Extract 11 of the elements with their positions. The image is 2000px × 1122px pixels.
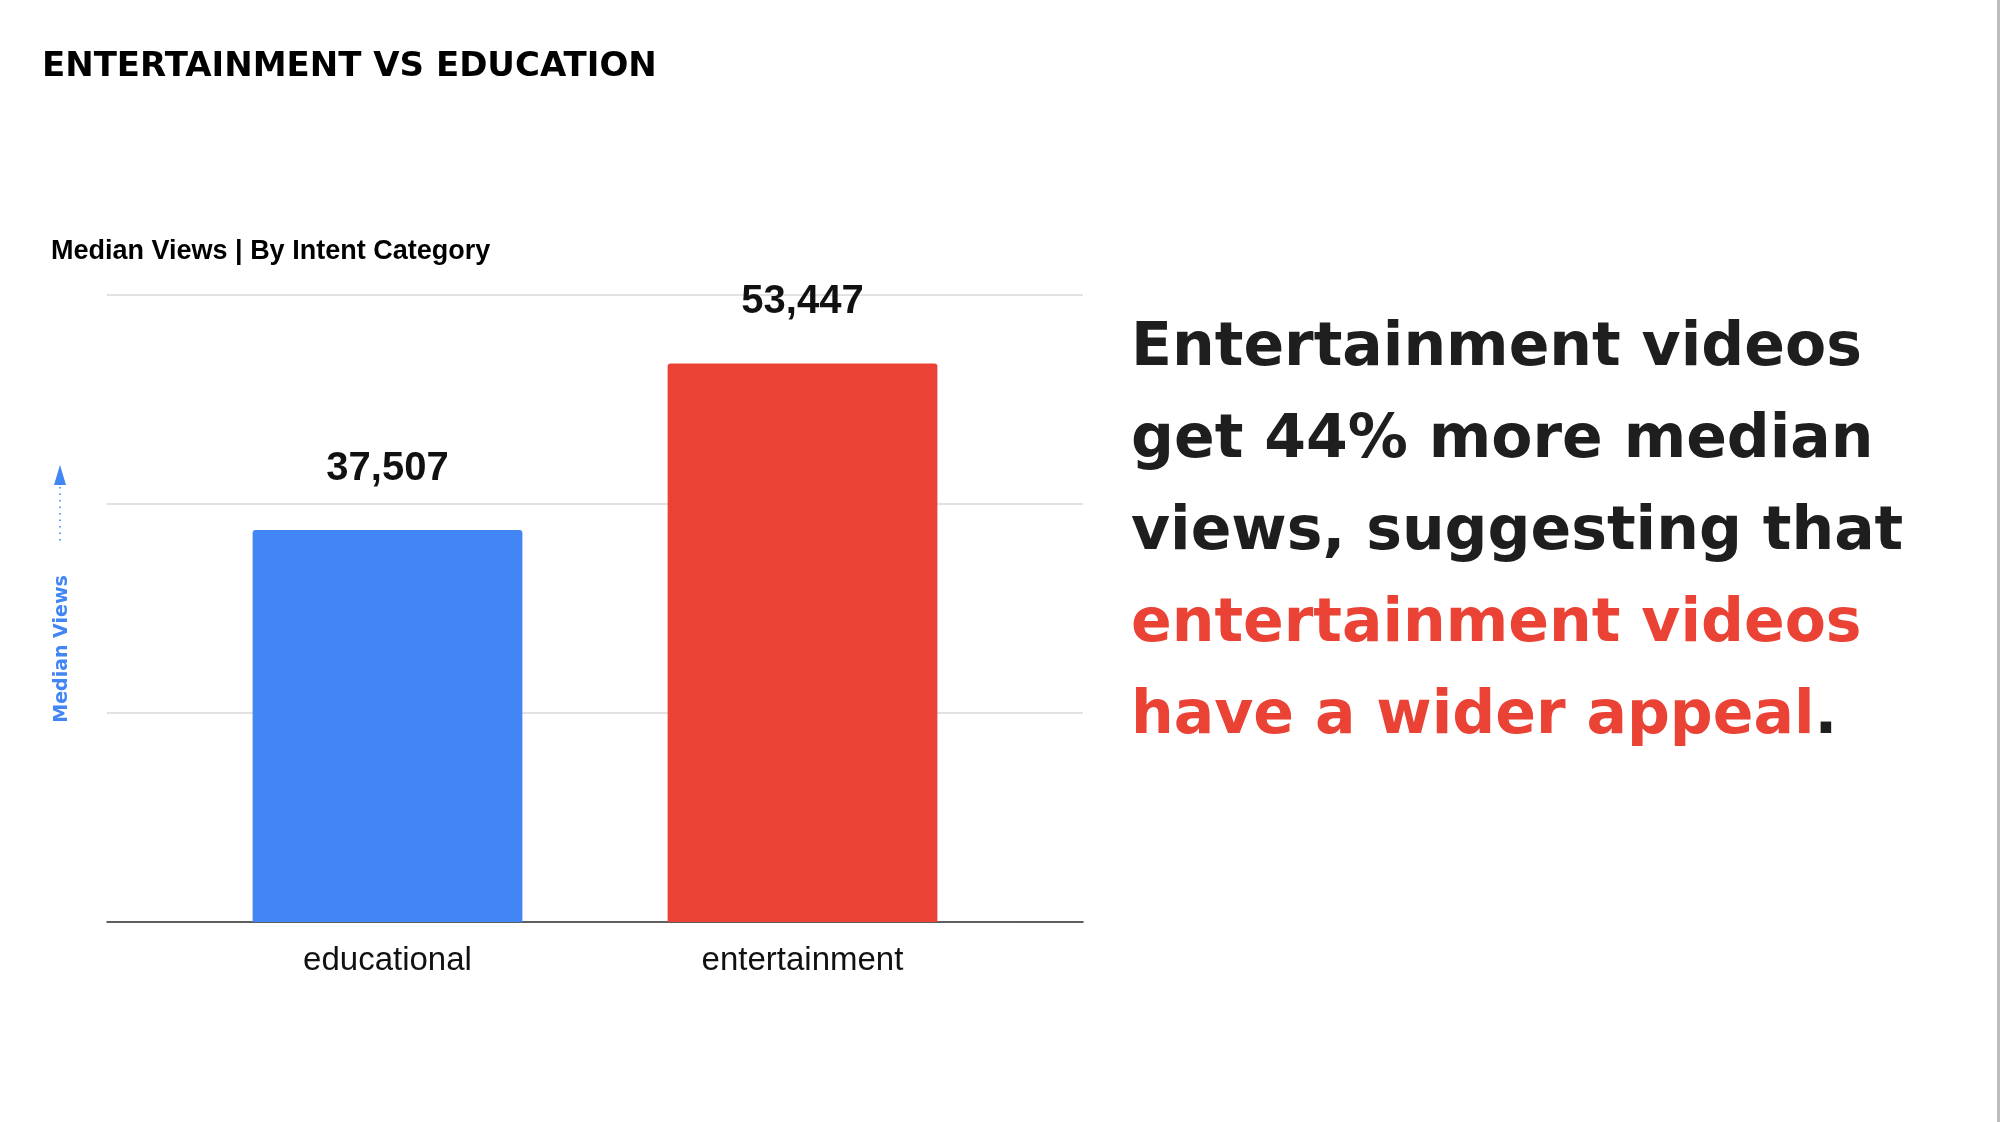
data-label: 53,447 [741,277,864,322]
text: Entertainment videos get 44% more median views, suggesting that [1131,309,1904,563]
chart-title: ENTERTAINMENT VS EDUCATION [42,44,657,84]
text: have a wider appeal [1131,677,1815,747]
chart-subtitle: Median Views | By Intent Category [51,235,491,265]
y-axis-title: Median Views [49,575,71,723]
data-label: 37,507 [326,444,449,489]
text: entertainment videos [1131,585,1862,655]
x-tick-label: educational [303,940,472,977]
text: . [1814,677,1838,747]
x-tick-label: entertainment [701,940,904,977]
